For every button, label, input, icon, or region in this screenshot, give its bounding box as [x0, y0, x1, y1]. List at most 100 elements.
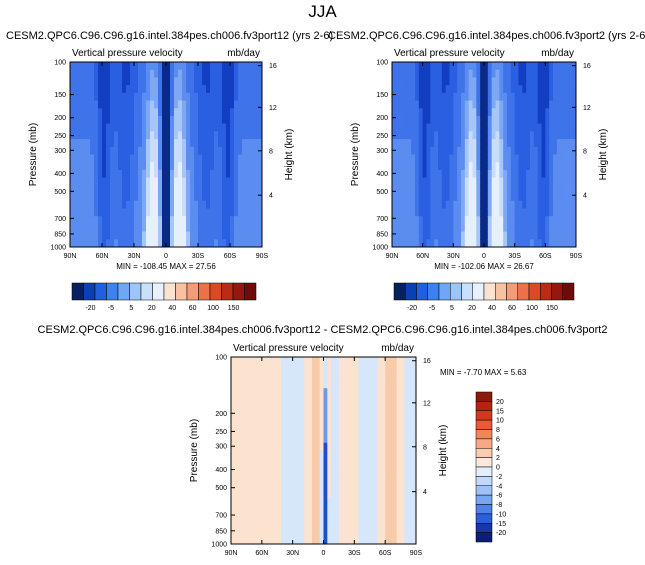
heatmap-cell	[150, 231, 155, 240]
heatmap-cell	[418, 169, 424, 179]
heatmap-cell	[154, 62, 159, 71]
heatmap-cell	[342, 419, 348, 428]
heatmap-cell	[342, 395, 348, 405]
heatmap-cell	[422, 231, 428, 240]
heatmap-cell	[549, 239, 554, 247]
heatmap-cell	[250, 466, 255, 475]
heatmap-cell	[327, 403, 332, 413]
heatmap-cell	[250, 458, 255, 467]
heatmap-cell	[381, 481, 386, 491]
heatmap-cell	[362, 497, 367, 506]
heatmap-cell	[392, 69, 397, 79]
heatmap-cell	[222, 200, 227, 210]
heatmap-cell	[518, 193, 523, 202]
heatmap-cell	[238, 177, 243, 186]
heatmap-cell	[281, 380, 286, 389]
heatmap-cell	[114, 216, 119, 225]
heatmap-cell	[389, 505, 394, 514]
heatmap-cell	[399, 62, 405, 71]
heatmap-cell	[265, 411, 271, 420]
heatmap-cell	[218, 223, 223, 233]
heatmap-cell	[541, 185, 546, 194]
heatmap-cell	[246, 92, 251, 102]
heatmap-cell	[82, 69, 87, 79]
heatmap-cell	[226, 146, 231, 156]
heatmap-cell	[198, 231, 203, 240]
heatmap-cell	[407, 62, 412, 71]
heatmap-cell	[434, 85, 439, 94]
heatmap-cell	[358, 481, 363, 491]
heatmap-cell	[449, 139, 454, 148]
heatmap-cell	[568, 185, 573, 194]
heatmap-cell	[304, 403, 309, 413]
heatmap-cell	[210, 208, 215, 217]
heatmap-cell	[182, 231, 187, 240]
heatmap-cell	[186, 208, 191, 217]
heatmap-cell	[158, 185, 163, 194]
heatmap-cell	[373, 489, 379, 498]
heatmap-cell	[130, 85, 135, 94]
heatmap-cell	[422, 177, 428, 186]
heatmap-cell	[202, 108, 207, 117]
heatmap-cell	[503, 69, 508, 79]
heatmap-cell	[126, 169, 131, 179]
heatmap-cell	[234, 77, 239, 86]
heatmap-cell	[389, 427, 394, 436]
heatmap-cell	[70, 154, 75, 163]
heatmap-cell	[389, 458, 394, 467]
heatmap-cell	[495, 193, 500, 202]
heatmap-cell	[118, 169, 123, 179]
heatmap-cell	[503, 200, 508, 210]
heatmap-cell	[399, 77, 405, 86]
heatmap-cell	[553, 185, 558, 194]
heatmap-cell	[445, 62, 451, 71]
heatmap-cell	[553, 123, 558, 132]
heatmap-cell	[331, 497, 336, 506]
heatmap-cell	[331, 364, 336, 374]
heatmap-cell	[254, 139, 259, 148]
heatmap-cell	[122, 139, 127, 148]
heatmap-cell	[323, 512, 328, 522]
heatmap-cell	[277, 458, 282, 467]
colorbar-swatch	[528, 282, 541, 301]
heatmap-cell	[422, 239, 428, 247]
heatmap-cell	[106, 185, 111, 194]
heatmap-cell	[254, 85, 259, 94]
heatmap-cell	[476, 100, 481, 109]
heatmap-cell	[182, 108, 187, 117]
heatmap-cell	[491, 223, 497, 233]
heatmap-cell	[476, 154, 481, 163]
heatmap-cell	[226, 77, 231, 86]
heatmap-cell	[122, 92, 127, 102]
heatmap-cell	[537, 62, 543, 71]
heatmap-cell	[541, 162, 546, 171]
heatmap-cell	[415, 108, 420, 117]
heatmap-cell	[327, 536, 332, 544]
heatmap-cell	[142, 115, 147, 125]
heatmap-cell	[453, 123, 458, 132]
heatmap-cell	[430, 100, 435, 109]
heatmap-cell	[407, 208, 412, 217]
heatmap-cell	[396, 388, 402, 397]
heatmap-cell	[254, 208, 259, 217]
heatmap-cell	[457, 108, 462, 117]
heatmap-cell	[526, 115, 531, 125]
heatmap-cell	[154, 216, 159, 225]
heatmap-cell	[392, 473, 398, 483]
heatmap-cell	[381, 372, 386, 381]
heatmap-cell	[491, 69, 497, 79]
heatmap-cell	[453, 239, 458, 247]
heatmap-cell	[238, 123, 243, 132]
heatmap-cell	[491, 208, 497, 217]
heatmap-cell	[190, 62, 195, 71]
heatmap-cell	[246, 364, 251, 374]
heatmap-cell	[449, 131, 454, 140]
heatmap-cell	[265, 497, 271, 506]
heatmap-cell	[250, 442, 255, 452]
heatmap-cell	[98, 223, 103, 233]
heatmap-cell	[269, 403, 274, 413]
heatmap-cell	[335, 489, 340, 498]
heatmap-cell	[549, 154, 554, 163]
heatmap-cell	[82, 92, 87, 102]
heatmap-cell	[468, 146, 474, 156]
